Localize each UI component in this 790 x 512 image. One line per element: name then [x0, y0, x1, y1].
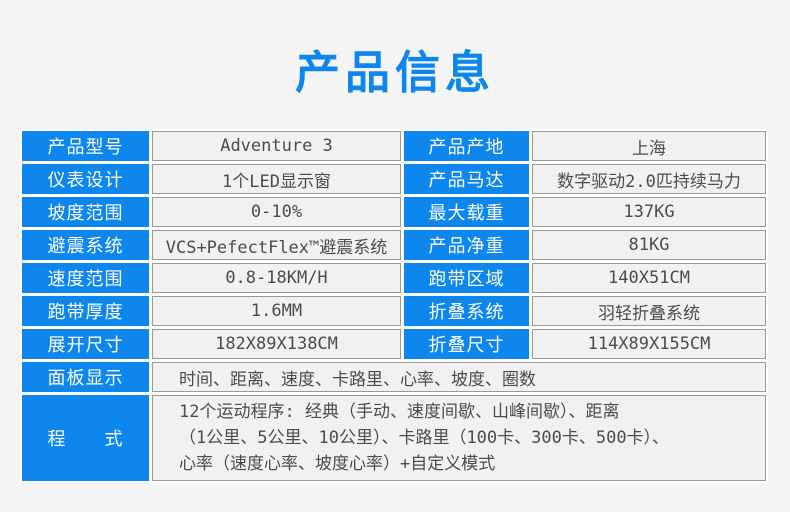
spec-value-belt-thickness: 1.6MM: [152, 296, 401, 326]
spec-value-console-design: 1个LED显示窗: [152, 164, 401, 194]
spec-label-open-size: 展开尺寸: [22, 329, 149, 359]
spec-label-fold-system: 折叠系统: [404, 296, 529, 326]
spec-value-net-weight: 81KG: [532, 230, 766, 260]
spec-label-speed-range: 速度范围: [22, 263, 149, 293]
spec-label-max-load: 最大载重: [404, 197, 529, 227]
spec-label-cushioning: 避震系统: [22, 230, 149, 260]
spec-value-programs: 12个运动程序: 经典（手动、速度间歇、山峰间歇）、距离 （1公里、5公里、10…: [152, 395, 766, 481]
spec-label-origin: 产品产地: [404, 131, 529, 161]
spec-label-folded-size: 折叠尺寸: [404, 329, 529, 359]
spec-label-belt-area: 跑带区域: [404, 263, 529, 293]
spec-table: 产品型号 Adventure 3 产品产地 上海 仪表设计 1个LED显示窗 产…: [20, 129, 768, 483]
spec-label-incline-range: 坡度范围: [22, 197, 149, 227]
spec-value-product-model: Adventure 3: [152, 131, 401, 161]
spec-label-belt-thickness: 跑带厚度: [22, 296, 149, 326]
spec-value-panel-display: 时间、距离、速度、卡路里、心率、坡度、圈数: [152, 362, 766, 392]
spec-label-product-model: 产品型号: [22, 131, 149, 161]
spec-label-panel-display: 面板显示: [22, 362, 149, 392]
spec-label-net-weight: 产品净重: [404, 230, 529, 260]
spec-value-folded-size: 114X89X155CM: [532, 329, 766, 359]
spec-value-cushioning: VCS+PefectFlex™避震系统: [152, 230, 401, 260]
spec-label-programs: 程 式: [22, 395, 149, 481]
spec-value-speed-range: 0.8-18KM/H: [152, 263, 401, 293]
spec-label-console-design: 仪表设计: [22, 164, 149, 194]
spec-value-max-load: 137KG: [532, 197, 766, 227]
spec-value-open-size: 182X89X138CM: [152, 329, 401, 359]
programs-line-3: 心率（速度心率、坡度心率）+自定义模式: [179, 454, 496, 474]
spec-value-incline-range: 0-10%: [152, 197, 401, 227]
programs-line-1: 12个运动程序: 经典（手动、速度间歇、山峰间歇）、距离: [179, 402, 620, 422]
page-title: 产品信息: [294, 46, 495, 99]
spec-label-motor: 产品马达: [404, 164, 529, 194]
programs-line-2: （1公里、5公里、10公里）、卡路里（100卡、300卡、500卡）、: [179, 428, 670, 448]
spec-value-fold-system: 羽轻折叠系统: [532, 296, 766, 326]
spec-value-origin: 上海: [532, 131, 766, 161]
spec-value-belt-area: 140X51CM: [532, 263, 766, 293]
spec-value-motor: 数字驱动2.0匹持续马力: [532, 164, 766, 194]
